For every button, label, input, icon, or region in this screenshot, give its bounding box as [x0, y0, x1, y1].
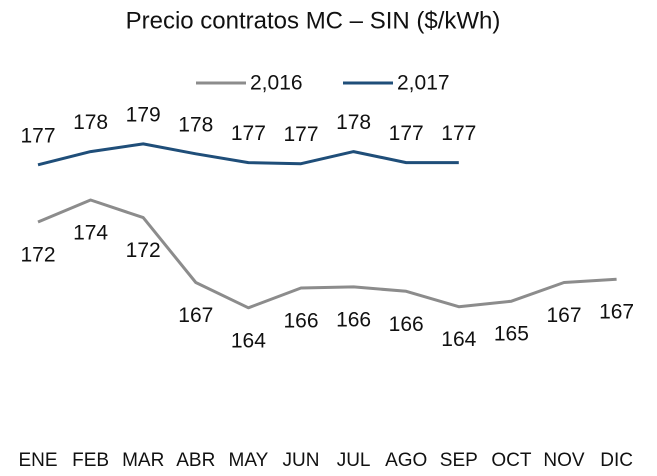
data-label: 178 — [336, 111, 371, 134]
data-label: 165 — [494, 323, 529, 346]
x-tick-label: ABR — [176, 450, 215, 471]
data-label: 164 — [441, 328, 476, 351]
x-tick-label: DIC — [600, 450, 633, 471]
series-line — [37, 198, 617, 310]
data-label: 178 — [73, 111, 108, 134]
series-line — [37, 142, 459, 167]
data-label: 166 — [389, 313, 424, 336]
x-tick-label: SEP — [440, 450, 478, 471]
data-label: 167 — [546, 304, 581, 327]
legend-label: 2,016 — [250, 72, 303, 95]
x-tick-label: ENE — [18, 450, 57, 471]
data-label: 177 — [283, 123, 318, 146]
data-label: 166 — [336, 308, 371, 331]
x-tick-label: MAR — [122, 450, 164, 471]
data-label: 178 — [178, 113, 213, 136]
x-tick-label: OCT — [491, 450, 532, 471]
data-label: 177 — [20, 124, 55, 147]
x-tick-label: FEB — [72, 450, 109, 471]
data-label: 167 — [178, 304, 213, 327]
data-label: 177 — [231, 122, 266, 145]
x-tick-label: NOV — [543, 450, 585, 471]
data-label: 177 — [441, 122, 476, 145]
data-label: 172 — [20, 244, 55, 267]
x-tick-label: JUL — [337, 450, 371, 471]
legend-label: 2,017 — [397, 72, 450, 95]
data-label: 179 — [126, 103, 161, 126]
data-label: 174 — [73, 222, 108, 245]
x-tick-label: MAY — [229, 450, 269, 471]
x-tick-label: AGO — [385, 450, 427, 471]
data-label: 172 — [126, 239, 161, 262]
data-label: 166 — [283, 310, 318, 333]
chart-title: Precio contratos MC – SIN ($/kWh) — [126, 7, 501, 34]
x-tick-label: JUN — [283, 450, 320, 471]
data-label: 164 — [231, 329, 266, 352]
data-label: 167 — [599, 301, 634, 324]
data-label: 177 — [389, 122, 424, 145]
